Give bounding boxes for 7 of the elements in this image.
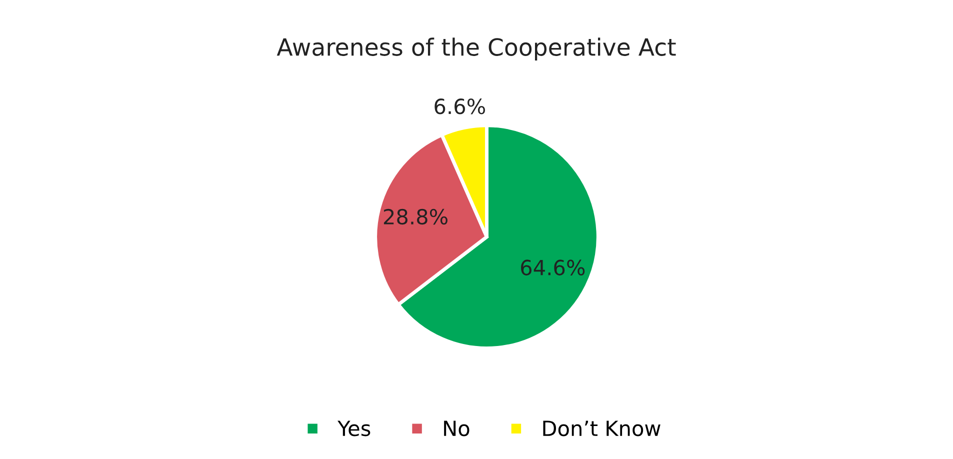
legend-label: No: [444, 420, 470, 436]
chart-title: Awareness of the Cooperative Act: [276, 38, 676, 61]
data-label: 6.6%: [434, 98, 485, 114]
legend-label: Don’t Know: [543, 420, 660, 436]
data-label: 64.6%: [521, 260, 585, 276]
legend-label: Yes: [338, 420, 370, 436]
data-label: 28.8%: [384, 208, 448, 225]
